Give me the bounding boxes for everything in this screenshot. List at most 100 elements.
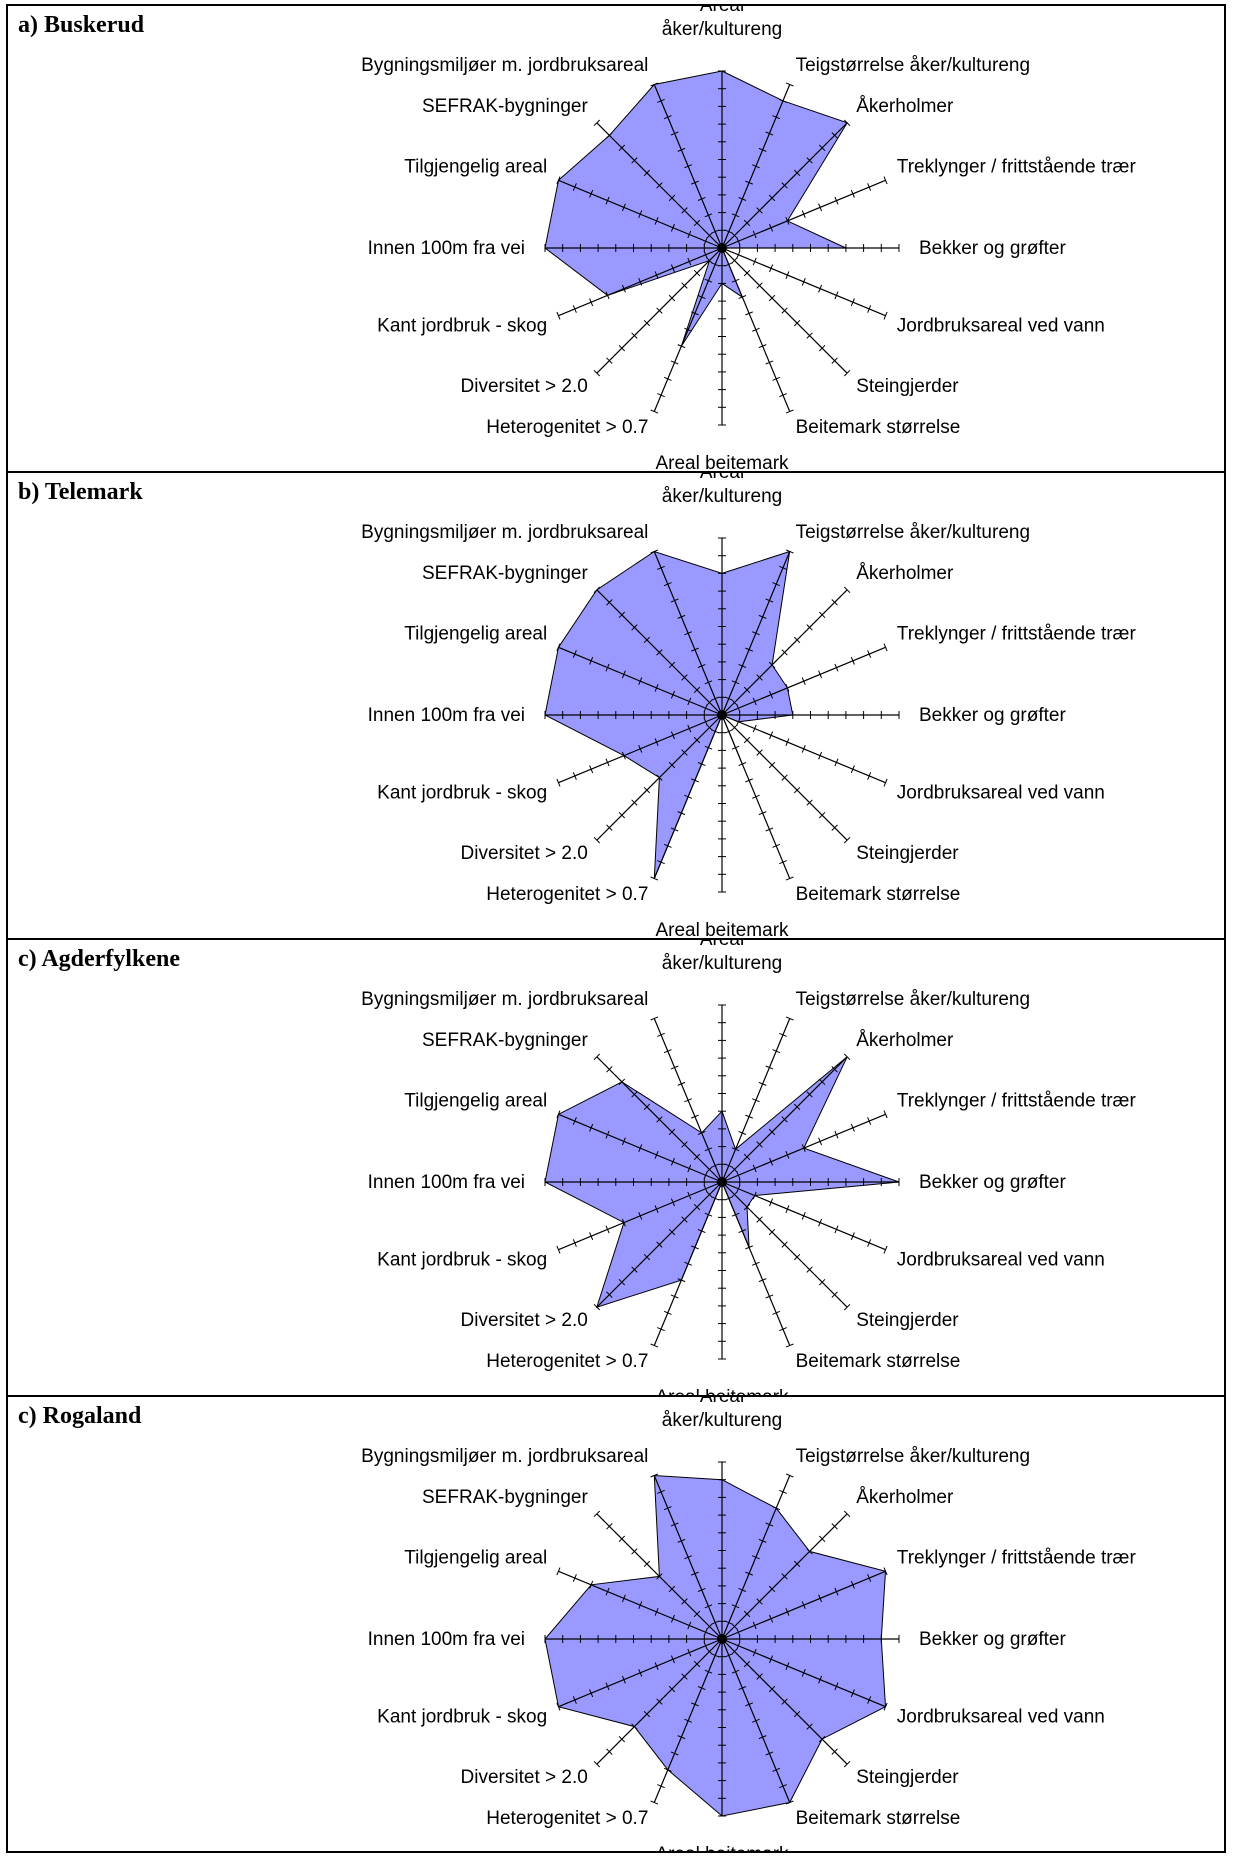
tick-mark [593,586,601,594]
tick-mark [631,1548,638,1555]
tick-mark [736,1184,741,1193]
tick-mark [743,1660,751,1668]
tick-mark [668,1685,676,1693]
tick-mark [638,745,643,753]
axis-label-teigstorrelse-aker-kultureng: Teigstørrelse åker/kultureng [796,989,1030,1010]
tick-mark [618,344,626,352]
tick-mark [738,1587,747,1592]
tick-mark [670,598,679,603]
axis-treklynger-frittstaende-traer [721,643,888,716]
tick-mark [687,1164,692,1173]
tick-mark [752,794,760,799]
tick-mark [758,147,767,152]
tick-mark [758,344,767,349]
axis-jordbruksareal-ved-vann [721,714,888,787]
axis-kant-jordbruk-skog [556,714,723,787]
axis-innen-100m-fra-vei [544,1635,722,1643]
axis-label-bekker-og-grofter: Bekker og grøfter [919,1629,1066,1650]
tick-mark [768,661,776,669]
tick-mark [772,1506,781,1511]
tick-mark [606,132,613,139]
tick-mark [618,1735,626,1743]
tick-mark [831,1748,838,1755]
tick-mark [704,1212,713,1217]
axis-areal-beitemark [718,715,726,893]
axis-label-heterogenitet-0-7: Heterogenitet > 0.7 [486,884,648,905]
tick-mark [670,360,679,365]
tick-mark [684,327,692,332]
tick-mark [657,393,665,398]
center-point [717,1177,727,1187]
tick-mark [818,811,826,819]
tick-mark [781,182,788,189]
axis-heterogenitet-0-7 [650,1638,723,1805]
tick-mark [818,344,826,352]
tick-mark [638,1144,643,1152]
axis-areal-aker-kultureng [718,1004,726,1182]
tick-mark [706,1166,713,1173]
tick-mark [606,1066,613,1073]
axis-label-beitemark-storrelse: Beitemark størrelse [796,417,961,438]
tick-mark [643,1710,651,1718]
tick-mark [736,1628,741,1637]
tick-mark [697,295,706,300]
tick-mark [769,1655,774,1664]
axis-areal-aker-kultureng [718,70,726,248]
tick-mark [765,1065,774,1070]
tick-mark [785,271,790,279]
tick-mark [606,824,613,831]
tick-mark [670,264,675,273]
tick-mark [556,1110,561,1119]
tick-mark [843,836,851,844]
tick-mark [684,164,692,169]
tick-mark [711,262,720,267]
tick-mark [752,724,757,733]
axis-akerholmer [721,1053,851,1183]
tick-mark [743,1610,751,1618]
tick-mark [572,772,577,780]
axis-label-kant-jordbruk-skog: Kant jordbruk - skog [377,1250,547,1271]
tick-mark [785,1016,794,1021]
tick-mark [677,147,686,152]
tick-mark [711,1196,720,1201]
axis-beitemark-storrelse [721,1638,794,1805]
axis-label-treklynger-frittstaende-traer: Treklynger / frittstående trær [897,1090,1137,1111]
tick-mark [572,1696,577,1704]
tick-mark [704,1669,713,1674]
tick-mark [654,1205,659,1213]
tick-mark [801,1601,806,1609]
tick-mark [621,670,626,679]
axis-akerholmer [721,1510,851,1640]
tick-mark [593,119,601,127]
tick-mark [779,1032,787,1037]
tick-mark [593,1760,601,1768]
tick-mark [621,1594,626,1603]
tick-mark [756,1141,763,1148]
tick-mark [650,876,659,881]
tick-mark [752,327,760,332]
tick-mark [605,1587,610,1596]
tick-mark [883,176,888,185]
tick-mark [793,636,801,644]
tick-mark [779,98,787,103]
tick-mark [772,1767,781,1772]
tick-mark [724,696,733,701]
tick-mark [654,1662,659,1670]
tick-mark [752,1261,760,1266]
tick-mark [697,1130,706,1135]
tick-mark [684,1261,692,1266]
tick-mark [752,631,760,636]
axis-beitemark-storrelse [721,1181,794,1348]
tick-mark [793,319,801,327]
tick-mark [818,1218,823,1227]
axis-bekker-og-grofter [722,1635,900,1643]
tick-mark [785,217,790,225]
tick-mark [867,772,872,780]
tick-mark [605,1130,610,1139]
axis-label-diversitet-2-0: Diversitet > 2.0 [461,1767,588,1788]
axis-diversitet-2-0 [593,1638,723,1768]
tick-mark [654,217,659,225]
tick-mark [724,262,733,267]
tick-mark [743,686,751,694]
tick-mark [589,298,594,307]
